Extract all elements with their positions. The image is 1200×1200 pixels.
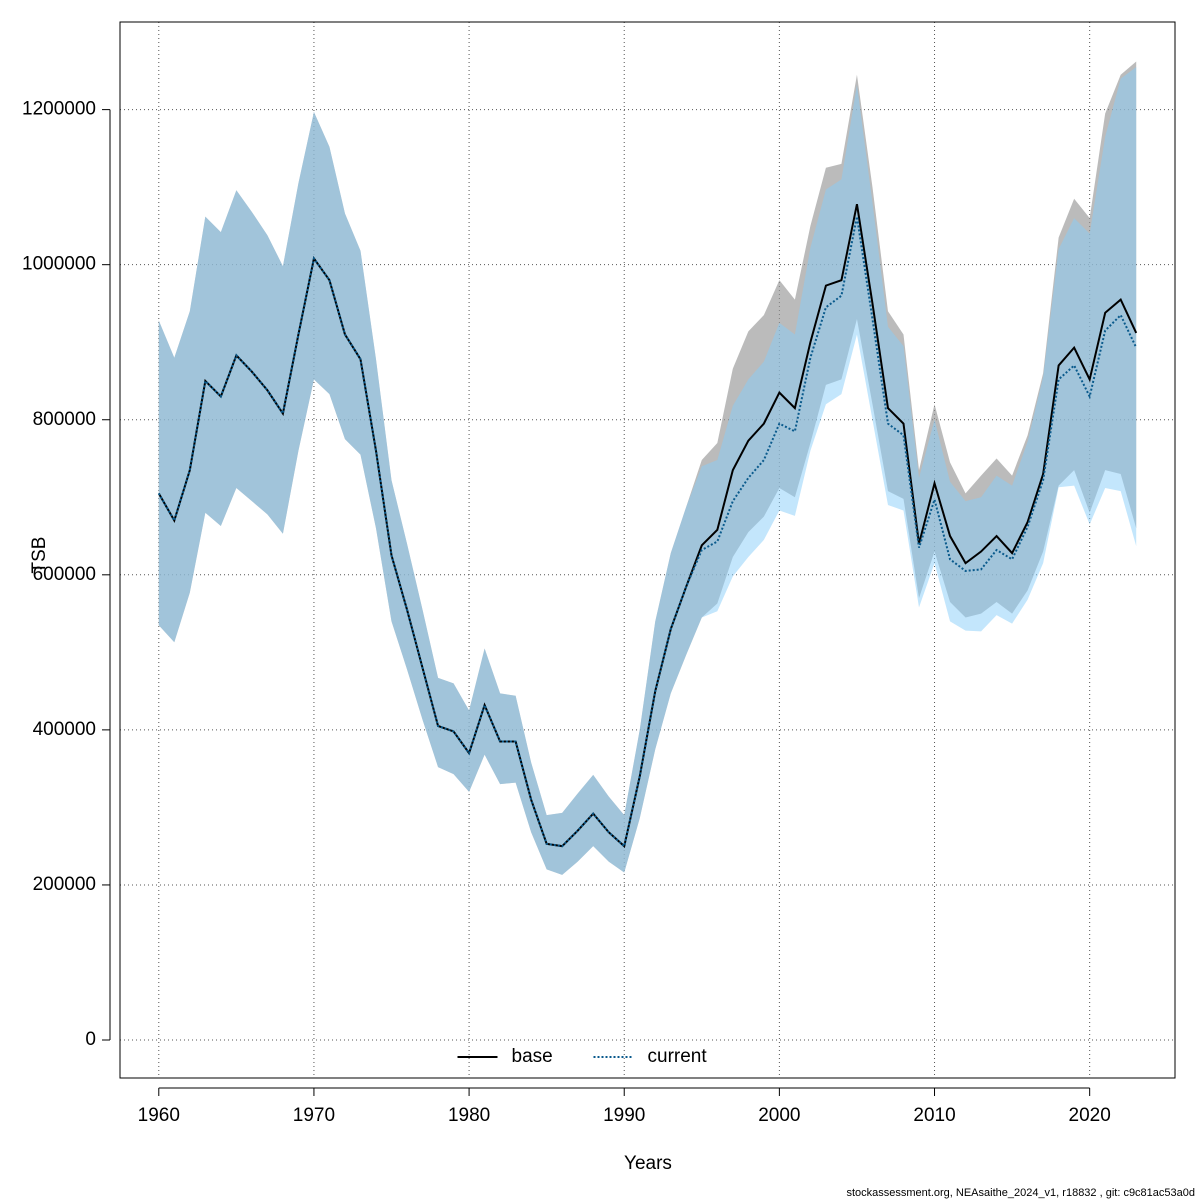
line — [157, 216, 1138, 849]
x-tick-label: 2010 — [913, 1105, 955, 1126]
plot-frame — [119, 21, 1176, 1079]
y-tick-label: 800000 — [33, 409, 96, 430]
x-tick-label: 1970 — [293, 1105, 335, 1126]
y-tick-label: 600000 — [33, 564, 96, 585]
confidence-band — [158, 66, 1137, 875]
x-tick-label: 1980 — [448, 1105, 490, 1126]
x-tick-label: 2000 — [758, 1105, 800, 1126]
y-tick-label: 400000 — [33, 719, 96, 740]
y-axis-label: TSB — [29, 537, 50, 574]
y-tick-label: 200000 — [33, 874, 96, 895]
x-axis-label: Years — [624, 1153, 672, 1174]
legend-label: current — [648, 1046, 708, 1067]
x-tick-label: 1990 — [603, 1105, 645, 1126]
x-tick-label: 2020 — [1069, 1105, 1111, 1126]
x-tick-label: 1960 — [138, 1105, 180, 1126]
footnote: stockassessment.org, NEAsaithe_2024_v1, … — [846, 1187, 1195, 1199]
y-tick-label: 0 — [85, 1029, 96, 1050]
y-tick-label: 1000000 — [22, 254, 96, 275]
legend-label: base — [512, 1046, 553, 1067]
y-tick-label: 1200000 — [22, 99, 96, 120]
